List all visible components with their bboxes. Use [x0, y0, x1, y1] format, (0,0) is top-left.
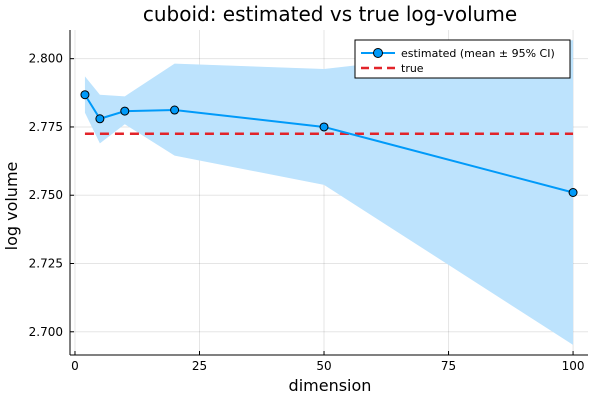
estimated-point-5	[568, 188, 578, 197]
legend-estimated-label: estimated (mean ± 95% CI)	[401, 47, 555, 60]
chart-title: cuboid: estimated vs true log-volume	[143, 2, 517, 26]
y-tick-label: 2.800	[29, 52, 63, 66]
estimated-point-1	[95, 114, 105, 124]
x-axis-label: dimension	[289, 376, 372, 395]
y-ticks: 2.700 2.725 2.750 2.775 2.800	[29, 52, 74, 339]
x-tick-label: 0	[71, 359, 79, 373]
y-tick-label: 2.700	[29, 325, 63, 339]
legend-box	[354, 39, 571, 79]
y-tick-label: 2.750	[29, 188, 63, 202]
legend: estimated (mean ± 95% CI) true	[354, 39, 571, 79]
y-tick-label: 2.725	[29, 257, 63, 271]
estimated-point-4	[319, 122, 329, 132]
estimated-point-3	[170, 105, 180, 115]
axes	[69, 30, 588, 356]
legend-estimated-marker	[373, 48, 383, 58]
estimated-line	[84, 94, 574, 194]
legend-true-label: true	[401, 62, 424, 75]
y-axis-label: log volume	[2, 162, 21, 251]
x-tick-label: 75	[441, 359, 456, 373]
x-tick-label: 25	[192, 359, 207, 373]
x-tick-label: 50	[316, 359, 331, 373]
x-tick-label: 100	[562, 359, 585, 373]
y-tick-label: 2.775	[29, 120, 63, 134]
estimated-point-2	[120, 106, 130, 116]
estimated-points	[80, 90, 578, 197]
estimated-point-0	[80, 90, 90, 100]
ci-band	[84, 40, 574, 345]
x-ticks: 0 25 50 75 100	[71, 351, 585, 373]
